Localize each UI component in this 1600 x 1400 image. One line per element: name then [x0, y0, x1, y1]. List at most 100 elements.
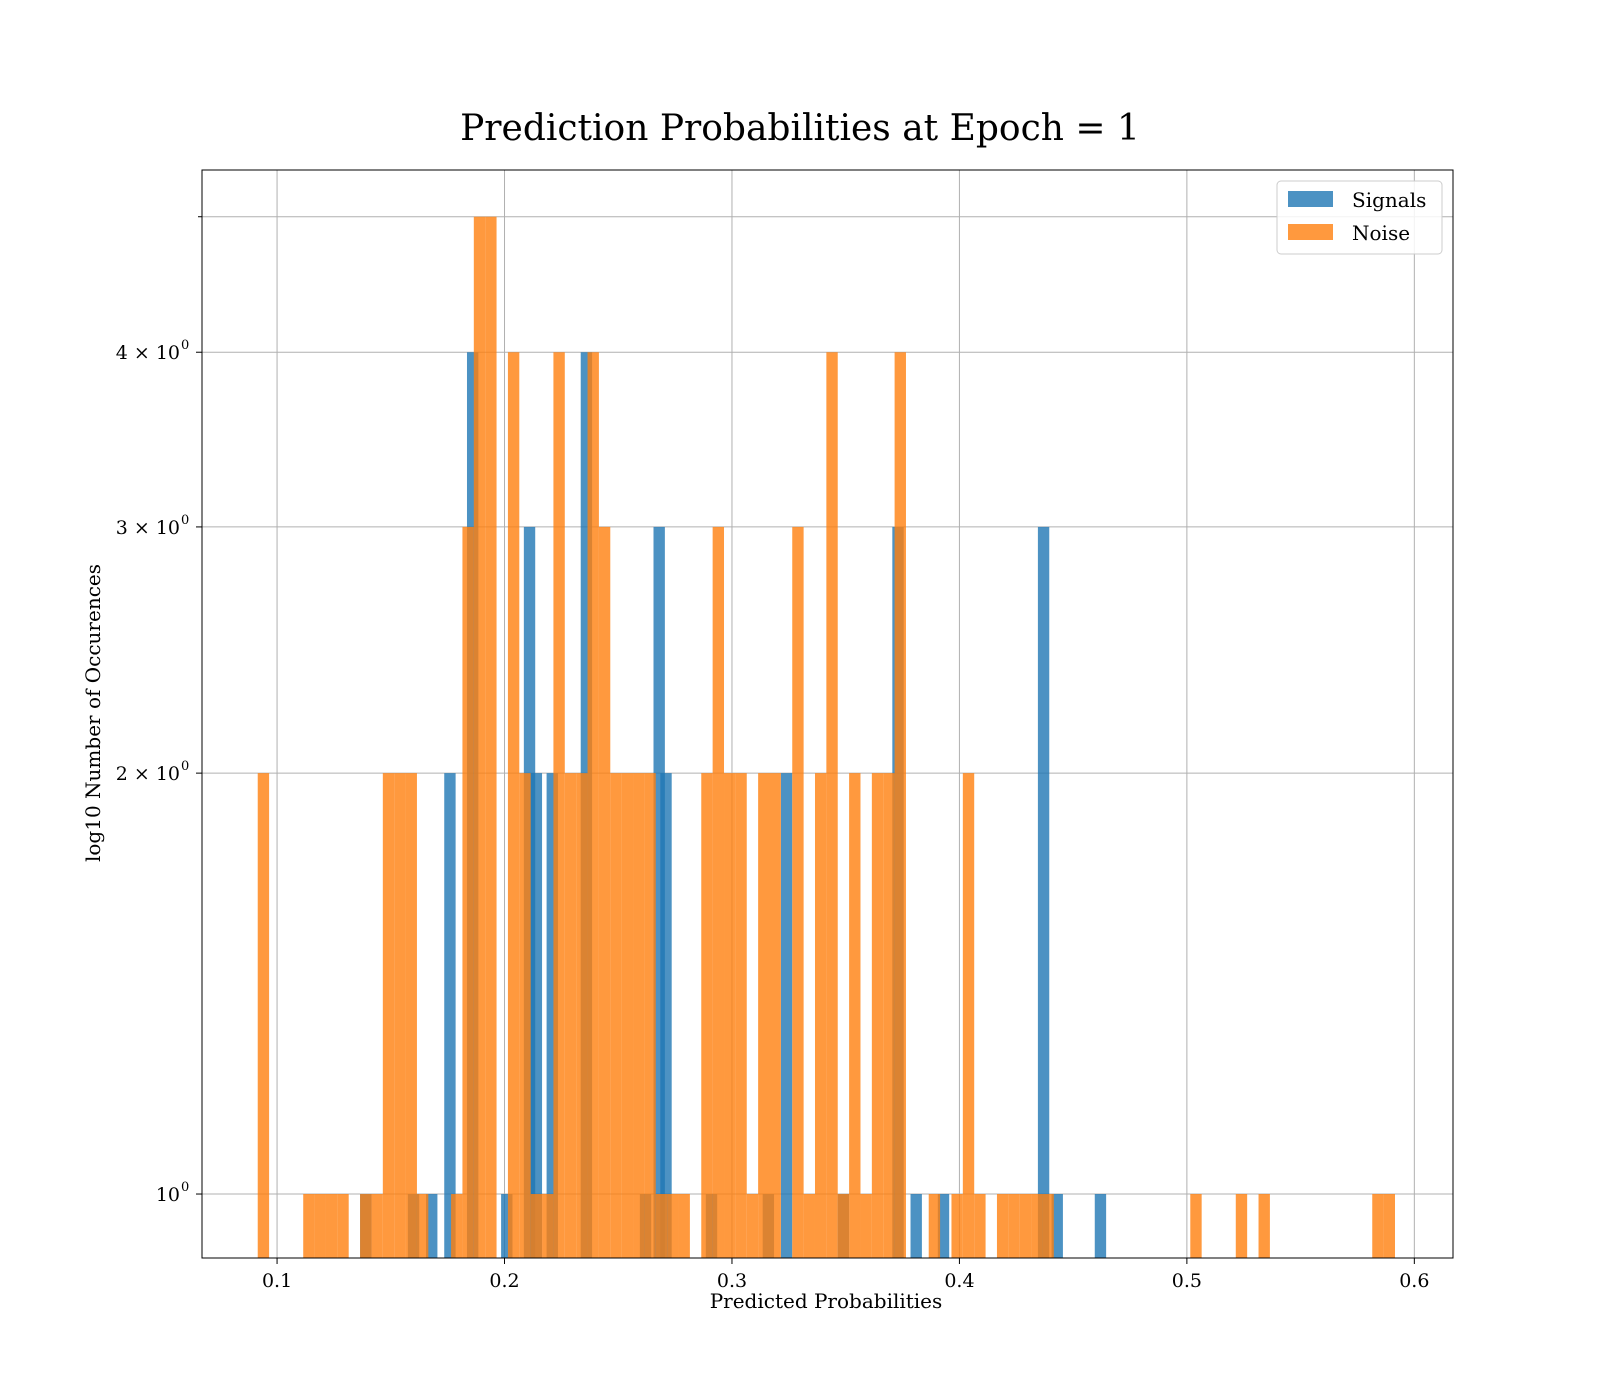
histogram-bars: [257, 216, 1395, 1258]
bar-noise: [382, 773, 395, 1258]
bar-noise: [519, 773, 531, 1258]
bar-noise: [1383, 1194, 1395, 1258]
bar-noise: [462, 526, 474, 1258]
legend-label-noise: Noise: [1352, 221, 1410, 245]
bar-noise: [1031, 1194, 1043, 1258]
bar-noise: [974, 1194, 986, 1258]
x-axis-label: Predicted Probabilities: [710, 1289, 943, 1313]
bar-noise: [928, 1194, 941, 1258]
bar-noise: [837, 1194, 850, 1258]
bar-noise: [667, 1194, 679, 1258]
bar-noise: [1372, 1194, 1384, 1258]
bar-noise: [587, 352, 599, 1258]
bar-noise: [1190, 1194, 1202, 1258]
bar-noise: [724, 773, 736, 1258]
chart-title: Prediction Probabilities at Epoch = 1: [460, 108, 1140, 149]
bar-noise: [826, 352, 838, 1258]
bar-signals: [660, 773, 672, 1258]
bar-noise: [1042, 1194, 1054, 1258]
bar-noise: [1235, 1194, 1248, 1258]
bar-noise: [257, 773, 270, 1258]
bar-signals: [444, 773, 456, 1258]
bar-noise: [655, 1194, 668, 1258]
bar-noise: [530, 1194, 543, 1258]
bar-noise: [894, 352, 906, 1258]
bar-noise: [621, 773, 634, 1258]
bar-noise: [485, 216, 497, 1258]
bar-noise: [996, 1194, 1009, 1258]
bar-noise: [883, 773, 895, 1258]
bar-signals: [653, 526, 665, 1258]
axis-ticks: 0.1 0.2 0.3 0.4 0.5 0.610 02 × 10 03 × 10 04 × 1…: [116, 216, 1429, 1292]
legend-swatch-signals: [1288, 191, 1333, 207]
bar-noise: [871, 773, 884, 1258]
bar-noise: [553, 352, 565, 1258]
x-tick-label: 0.6: [1399, 1270, 1429, 1292]
bar-noise: [405, 773, 417, 1258]
bar-noise: [416, 1194, 429, 1258]
y-tick-label: 10 0: [156, 1180, 189, 1206]
bar-noise: [735, 773, 747, 1258]
y-tick-label: 2 × 10 0: [116, 759, 190, 785]
plot-frame: [201, 169, 1454, 1259]
y-tick-label-base: 4 × 10: [116, 342, 180, 364]
bar-noise: [394, 773, 406, 1258]
y-tick-label-exponent: 0: [181, 759, 189, 774]
bar-signals: [426, 1194, 438, 1258]
y-tick-label-base: 3 × 10: [116, 517, 180, 539]
bar-noise: [962, 773, 975, 1258]
bar-noise: [1258, 1194, 1270, 1258]
bar-signals: [910, 1194, 922, 1258]
bar-noise: [314, 1194, 326, 1258]
legend-label-signals: Signals: [1352, 188, 1426, 212]
x-tick-label: 0.3: [717, 1270, 747, 1292]
bar-noise: [507, 352, 520, 1258]
y-tick-label-base: 10: [156, 1184, 180, 1206]
bar-noise: [712, 526, 725, 1258]
bar-noise: [564, 773, 577, 1258]
bar-noise: [542, 1194, 554, 1258]
bar-noise: [451, 1194, 463, 1258]
bar-noise: [610, 773, 622, 1258]
x-tick-label: 0.4: [944, 1270, 974, 1292]
y-tick-label: 3 × 10 0: [116, 513, 190, 539]
bar-noise: [325, 1194, 338, 1258]
bar-signals: [937, 1194, 950, 1258]
bar-signals: [501, 1194, 513, 1258]
bar-noise: [746, 1194, 759, 1258]
bar-noise: [701, 773, 713, 1258]
bar-signals: [530, 773, 543, 1258]
bar-noise: [598, 526, 611, 1258]
bar-noise: [678, 1194, 690, 1258]
bar-signals: [1051, 1194, 1063, 1258]
bar-noise: [951, 1194, 963, 1258]
bar-noise: [473, 216, 486, 1258]
bar-noise: [803, 1194, 815, 1258]
y-tick-label-exponent: 0: [181, 1180, 189, 1195]
bar-noise: [644, 773, 656, 1258]
y-tick-label-exponent: 0: [181, 338, 189, 353]
x-tick-label: 0.5: [1172, 1270, 1202, 1292]
legend: Signals Noise: [1276, 180, 1443, 255]
y-tick-label: 4 × 10 0: [116, 338, 190, 364]
bar-signals: [780, 773, 793, 1258]
bar-noise: [337, 1194, 349, 1258]
bar-noise: [576, 773, 588, 1258]
y-axis-label: log10 Number of Occurences: [81, 564, 105, 862]
bar-noise: [769, 773, 781, 1258]
y-tick-label-exponent: 0: [181, 513, 189, 528]
bar-noise: [860, 1194, 872, 1258]
bar-noise: [792, 526, 804, 1258]
y-tick-label-base: 2 × 10: [116, 763, 180, 785]
bar-noise: [633, 773, 645, 1258]
series-noise: [257, 216, 1395, 1258]
legend-swatch-noise: [1288, 224, 1333, 240]
bar-noise: [303, 1194, 315, 1258]
bar-noise: [814, 773, 827, 1258]
bar-noise: [1019, 1194, 1032, 1258]
bar-noise: [371, 1194, 383, 1258]
bar-noise: [1008, 1194, 1020, 1258]
bar-noise: [849, 773, 861, 1258]
bar-noise: [758, 773, 770, 1258]
